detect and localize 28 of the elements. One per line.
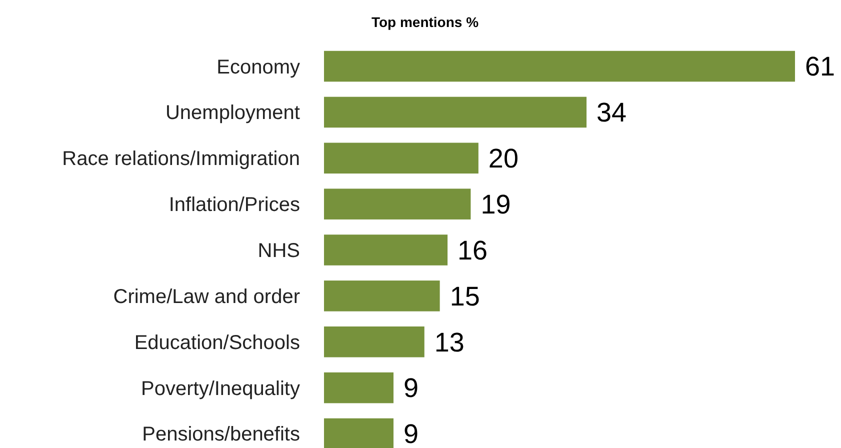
bar <box>324 326 424 358</box>
y-tick-label: NHS <box>258 240 300 262</box>
data-label: 19 <box>480 190 511 220</box>
bar <box>324 418 394 448</box>
bar <box>324 50 795 82</box>
bar <box>324 96 587 128</box>
bar <box>324 188 471 220</box>
data-label: 61 <box>805 52 836 82</box>
data-label: 9 <box>403 373 419 404</box>
y-tick-label: Crime/Law and order <box>113 286 300 308</box>
data-label: 16 <box>458 235 488 266</box>
chart-title: Top mentions % <box>371 14 480 30</box>
data-label: 20 <box>488 144 518 174</box>
y-tick-label: Poverty/Inequality <box>141 378 300 400</box>
data-label: 9 <box>403 419 419 448</box>
bar <box>324 234 448 266</box>
y-tick-label: Unemployment <box>165 102 300 124</box>
y-tick-label: Race relations/Immigration <box>62 148 300 170</box>
y-tick-label: Pensions/benefits <box>142 424 300 446</box>
y-tick-label: Inflation/Prices <box>168 194 300 216</box>
bar <box>324 280 440 312</box>
bar <box>324 372 394 404</box>
data-label: 15 <box>450 281 480 312</box>
bar <box>324 142 478 174</box>
y-tick-label: Education/Schools <box>134 332 300 354</box>
y-tick-label: Economy <box>216 56 300 78</box>
data-label: 34 <box>596 98 627 128</box>
data-label: 13 <box>434 327 464 358</box>
